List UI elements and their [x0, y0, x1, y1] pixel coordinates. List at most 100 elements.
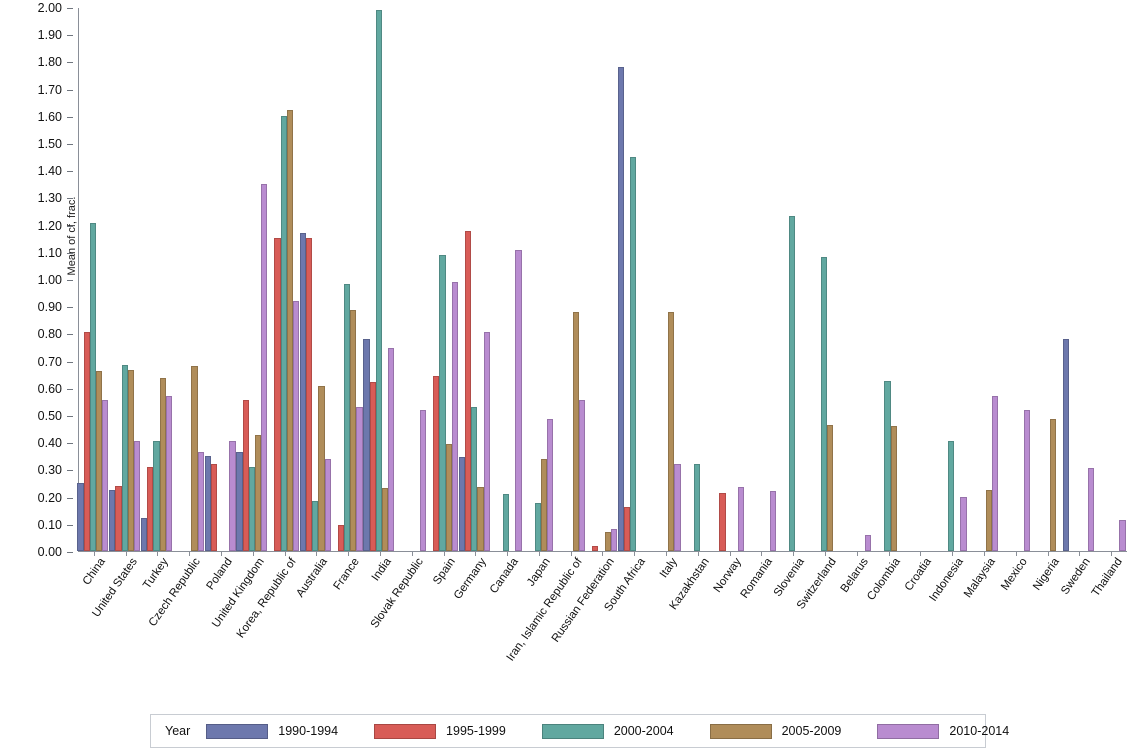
x-axis-tick-mark	[602, 551, 604, 556]
x-axis-tick-mark	[1015, 551, 1017, 556]
y-axis-tick-label: 1.30	[37, 191, 62, 206]
y-axis-tick-label: 2.00	[37, 1, 62, 15]
bar-group	[109, 8, 143, 556]
bar-group	[937, 8, 969, 556]
y-axis-tick-mark	[67, 443, 73, 445]
bar-group	[333, 8, 365, 556]
bar-group	[969, 8, 1001, 556]
x-axis-tick-mark	[157, 551, 159, 556]
bar	[1087, 468, 1094, 551]
x-axis-tick-mark	[888, 551, 890, 556]
x-axis-tick-mark	[252, 551, 254, 556]
x-axis-tick-mark	[475, 551, 477, 556]
legend-item[interactable]: 2000-2004	[541, 723, 674, 739]
bar-group	[842, 8, 874, 556]
bar	[617, 66, 624, 551]
legend-title: Year	[165, 724, 191, 738]
bar	[356, 406, 363, 551]
bar	[109, 489, 116, 551]
y-axis-tick-label: 0.40	[37, 436, 62, 451]
bar	[261, 183, 268, 551]
bar-group	[1001, 8, 1033, 556]
x-axis-tick-mark	[793, 551, 795, 556]
bar	[337, 525, 345, 551]
bar	[439, 254, 446, 551]
bar	[769, 491, 776, 551]
bar	[83, 332, 90, 551]
y-axis-tick-mark	[67, 388, 73, 390]
y-axis-tick-label: 1.60	[37, 109, 62, 124]
bar	[229, 440, 236, 551]
y-axis-tick-mark	[67, 89, 73, 91]
bar	[534, 503, 541, 551]
bar	[515, 250, 522, 551]
bar	[191, 366, 198, 551]
bar	[369, 382, 376, 551]
bar	[254, 435, 262, 551]
bar-group	[556, 8, 588, 556]
bar	[420, 409, 427, 551]
bar	[292, 300, 300, 551]
y-axis-tick-mark	[67, 307, 73, 309]
y-axis-tick-label: 1.10	[37, 245, 62, 260]
legend-items: 1990-1994 1995-1999 2000-2004 2005-2009 2010…	[206, 723, 1045, 739]
bar	[77, 483, 84, 551]
bar	[668, 311, 675, 551]
y-axis-tick-label: 0.00	[37, 545, 62, 559]
bar	[204, 455, 211, 551]
bar	[242, 400, 249, 551]
bar	[1062, 338, 1070, 551]
legend-item[interactable]: 2005-2009	[709, 723, 841, 739]
x-axis-tick-mark	[125, 551, 127, 556]
bar	[719, 492, 726, 551]
bar-group	[1096, 8, 1128, 556]
legend-swatch	[709, 723, 772, 739]
bar-group	[715, 8, 747, 556]
legend-label: 1990-1994	[278, 724, 339, 738]
x-axis-tick-mark	[284, 551, 286, 556]
bar	[433, 375, 440, 551]
legend-label: 2010-2014	[949, 724, 1010, 738]
bar	[165, 395, 172, 551]
legend-item[interactable]: 1995-1999	[374, 723, 506, 739]
x-axis-tick-mark	[538, 551, 540, 556]
legend-item[interactable]: 2010-2014	[877, 723, 1010, 739]
bar	[197, 451, 204, 551]
bar	[89, 223, 96, 551]
bar	[274, 238, 281, 551]
bar	[324, 458, 331, 551]
x-axis-tick-mark	[189, 551, 191, 556]
bar	[986, 489, 993, 551]
bar	[630, 156, 637, 551]
bar	[280, 115, 287, 551]
y-axis-tick-mark	[67, 35, 73, 37]
bar	[102, 400, 109, 551]
y-axis-tick-label: 1.00	[37, 273, 62, 287]
legend: Year 1990-1994 1995-1999 2000-2004 2005-200…	[150, 714, 1009, 748]
x-axis-tick-mark	[348, 551, 350, 556]
bar	[344, 284, 351, 551]
bar	[299, 232, 307, 551]
bar-group	[429, 8, 461, 556]
x-axis-tick-mark	[729, 551, 731, 556]
bars-container	[77, 8, 1128, 556]
bar-group	[1062, 8, 1096, 556]
x-axis-labels: China United States Turkey Czech Republic Po…	[78, 556, 1127, 676]
y-axis-tick-mark	[67, 171, 73, 173]
y-axis-tick-label: 0.60	[37, 381, 62, 396]
bar	[1119, 519, 1126, 551]
legend-swatch	[374, 723, 437, 739]
legend-item[interactable]: 1990-1994	[206, 723, 339, 739]
bar	[248, 466, 255, 551]
bar	[458, 457, 466, 551]
bar	[884, 381, 891, 551]
bar-group	[1033, 8, 1065, 556]
bar-group	[905, 8, 937, 556]
bar	[286, 110, 293, 551]
bar	[388, 348, 395, 551]
bar	[992, 395, 999, 551]
bar-group	[270, 8, 302, 556]
y-axis-tick-mark	[67, 334, 73, 336]
bar	[133, 440, 141, 551]
